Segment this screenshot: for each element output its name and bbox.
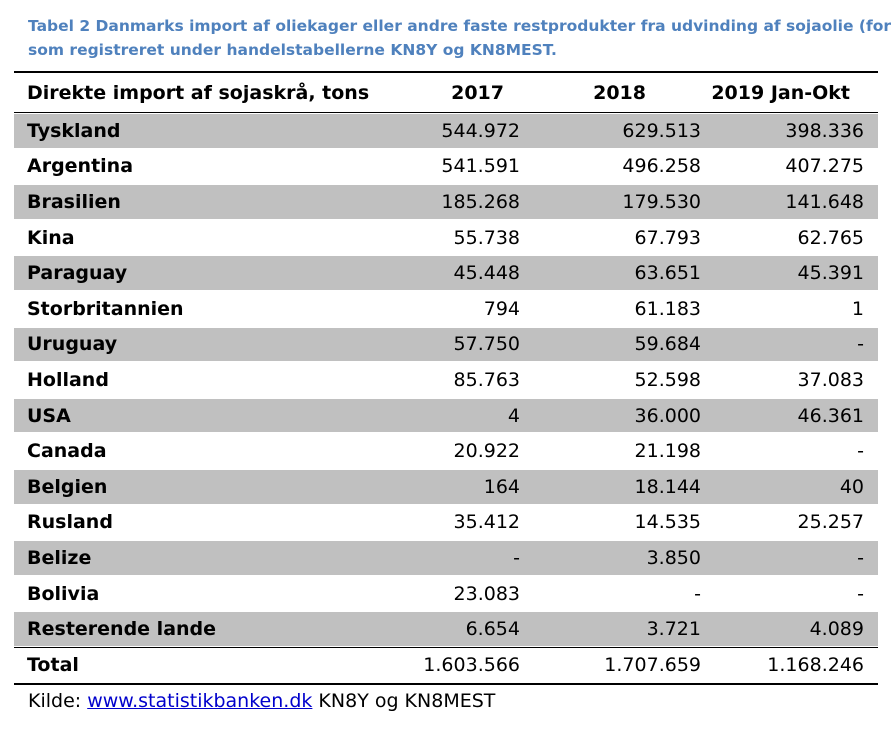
cell-value-2018: 52.598 — [634, 368, 701, 391]
cell-value-2019: - — [857, 546, 864, 569]
table-row: Paraguay 45.448 63.651 45.391 — [14, 255, 878, 291]
cell-country: Storbritannien — [27, 297, 184, 320]
table-row: Tyskland 544.972 629.513 398.336 — [14, 113, 878, 149]
source-suffix: KN8Y og KN8MEST — [312, 690, 496, 712]
table-body: Tyskland 544.972 629.513 398.336 Argentina 54… — [14, 113, 878, 647]
total-2017: 1.603.566 — [423, 654, 520, 677]
cell-value-2019: - — [857, 582, 864, 605]
cell-value-2018: 496.258 — [622, 155, 701, 178]
header-country: Direkte import af sojaskrå, tons — [27, 81, 370, 104]
caption-line-1: Tabel 2 Danmarks import af oliekager ell… — [28, 17, 891, 35]
cell-value-2018: 63.651 — [634, 262, 701, 285]
cell-value-2017: 794 — [483, 297, 520, 320]
cell-value-2019: 4.089 — [809, 618, 864, 641]
cell-value-2019: - — [857, 333, 864, 356]
cell-value-2017: 185.268 — [441, 190, 520, 213]
cell-value-2018: 21.198 — [634, 440, 701, 463]
table-row: Storbritannien 794 61.183 1 — [14, 291, 878, 327]
cell-value-2018: 3.721 — [646, 618, 701, 641]
table-row: Belgien 164 18.144 40 — [14, 468, 878, 505]
cell-value-2018: 14.535 — [634, 511, 701, 534]
cell-country: Belize — [27, 546, 92, 569]
source-prefix: Kilde: — [28, 690, 88, 712]
cell-country: Argentina — [27, 155, 134, 178]
cell-country: Belgien — [27, 475, 108, 498]
table-caption: Tabel 2 Danmarks import af oliekager ell… — [28, 14, 891, 62]
cell-value-2019: 37.083 — [797, 368, 864, 391]
cell-value-2019: 45.391 — [797, 262, 864, 285]
cell-value-2017: 35.412 — [453, 511, 520, 534]
cell-country: Kina — [27, 226, 75, 249]
table-row: Canada 20.922 21.198 - — [14, 433, 878, 469]
cell-country: Canada — [27, 440, 107, 463]
cell-value-2019: 46.361 — [797, 404, 864, 427]
cell-country: Paraguay — [27, 262, 128, 285]
cell-value-2017: 6.654 — [465, 618, 520, 641]
cell-value-2019: 407.275 — [785, 155, 864, 178]
cell-value-2019: - — [857, 440, 864, 463]
cell-value-2017: - — [513, 546, 520, 569]
cell-value-2018: 59.684 — [634, 333, 701, 356]
total-2019: 1.168.246 — [767, 654, 864, 677]
statistikbanken-link[interactable]: www.statistikbanken.dk — [87, 690, 313, 712]
table-header-row: Direkte import af sojaskrå, tons 2017 20… — [14, 73, 878, 113]
cell-value-2017: 55.738 — [453, 226, 520, 249]
cell-value-2018: 179.530 — [622, 190, 701, 213]
cell-country: Brasilien — [27, 190, 121, 213]
cell-country: Holland — [27, 368, 109, 391]
header-2017: 2017 — [451, 81, 504, 104]
cell-value-2019: 141.648 — [785, 190, 864, 213]
cell-value-2017: 4 — [507, 404, 520, 427]
cell-value-2017: 23.083 — [453, 582, 520, 605]
cell-value-2017: 85.763 — [453, 368, 520, 391]
cell-value-2018: 61.183 — [634, 297, 701, 320]
cell-country: Rusland — [27, 511, 113, 534]
import-table: Direkte import af sojaskrå, tons 2017 20… — [14, 71, 878, 685]
cell-value-2019: 25.257 — [797, 511, 864, 534]
cell-value-2019: 398.336 — [785, 119, 864, 142]
total-2018: 1.707.659 — [604, 654, 701, 677]
table-total-row: Total 1.603.566 1.707.659 1.168.246 — [14, 646, 878, 683]
table-row: Belize - 3.850 - — [14, 540, 878, 576]
cell-value-2019: 1 — [851, 297, 864, 320]
cell-value-2017: 45.448 — [453, 262, 520, 285]
table-row: Resterende lande 6.654 3.721 4.089 — [14, 611, 878, 647]
cell-value-2017: 20.922 — [453, 440, 520, 463]
cell-value-2018: 3.850 — [646, 546, 701, 569]
table-row: Rusland 35.412 14.535 25.257 — [14, 505, 878, 541]
cell-country: USA — [27, 404, 71, 427]
table-row: Brasilien 185.268 179.530 141.648 — [14, 184, 878, 220]
table-row: USA 4 36.000 46.361 — [14, 397, 878, 434]
cell-country: Tyskland — [27, 119, 121, 142]
cell-value-2018: 67.793 — [634, 226, 701, 249]
cell-value-2019: 40 — [839, 475, 864, 498]
cell-value-2017: 57.750 — [453, 333, 520, 356]
cell-value-2019: 62.765 — [797, 226, 864, 249]
cell-value-2017: 544.972 — [441, 119, 520, 142]
table-row: Kina 55.738 67.793 62.765 — [14, 220, 878, 256]
cell-value-2018: 36.000 — [634, 404, 701, 427]
cell-value-2017: 541.591 — [441, 155, 520, 178]
cell-country: Uruguay — [27, 333, 118, 356]
table-row: Argentina 541.591 496.258 407.275 — [14, 149, 878, 185]
header-2018: 2018 — [593, 81, 646, 104]
cell-value-2018: - — [694, 582, 701, 605]
total-label: Total — [27, 654, 79, 677]
cell-country: Bolivia — [27, 582, 100, 605]
table-row: Holland 85.763 52.598 37.083 — [14, 362, 878, 398]
cell-value-2018: 629.513 — [622, 119, 701, 142]
caption-line-2: som registreret under handelstabellerne … — [28, 41, 557, 59]
cell-country: Resterende lande — [27, 618, 217, 641]
cell-value-2018: 18.144 — [634, 475, 701, 498]
table-row: Bolivia 23.083 - - — [14, 576, 878, 612]
source-note: Kilde: www.statistikbanken.dk KN8Y og KN… — [28, 690, 495, 712]
header-2019: 2019 Jan-Okt — [711, 81, 850, 104]
table-row: Uruguay 57.750 59.684 - — [14, 326, 878, 363]
cell-value-2017: 164 — [483, 475, 520, 498]
